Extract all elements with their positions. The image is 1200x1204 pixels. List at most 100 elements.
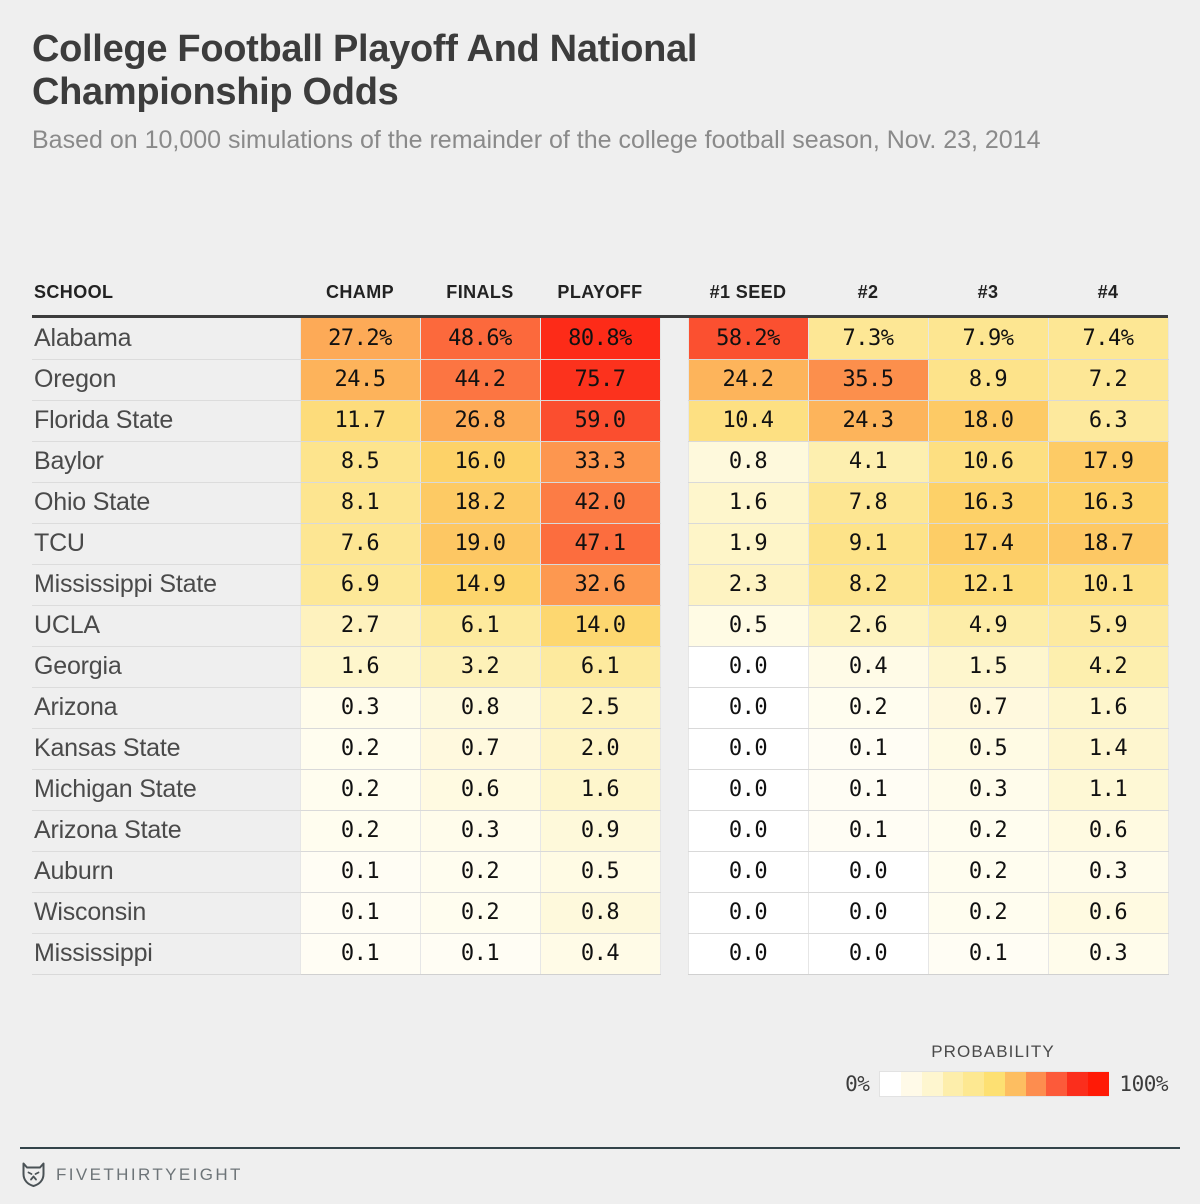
legend-swatch-7 <box>1025 1072 1047 1096</box>
odds-table: SCHOOL CHAMP FINALS PLAYOFF #1 SEED #2 #… <box>32 282 1169 975</box>
table-header: SCHOOL CHAMP FINALS PLAYOFF #1 SEED #2 #… <box>32 282 1168 318</box>
cell-seed3: 4.9 <box>927 605 1049 647</box>
cell-seed1: 0.0 <box>687 646 809 688</box>
column-header-seed4[interactable]: #4 <box>1097 282 1119 302</box>
color-legend: PROBABILITY 0% 100% <box>818 1042 1168 1097</box>
cell-seed3: 7.9% <box>927 318 1049 360</box>
cell-seed3: 0.1 <box>927 933 1049 975</box>
cell-finals: 18.2 <box>419 482 541 524</box>
cell-finals: 0.1 <box>419 933 541 975</box>
table-row[interactable]: Mississippi 0.1 0.1 0.4 0.0 0.0 0.1 0.3 <box>32 933 1169 975</box>
cell-seed1: 1.6 <box>687 482 809 524</box>
cell-champ: 11.7 <box>299 400 421 442</box>
table-row[interactable]: Florida State 11.7 26.8 59.0 10.4 24.3 18.0 6.3 <box>32 400 1169 442</box>
column-header-seed1[interactable]: #1 SEED <box>709 282 787 302</box>
legend-swatch-0 <box>880 1072 902 1096</box>
legend-swatch-3 <box>942 1072 964 1096</box>
cell-finals: 0.3 <box>419 810 541 852</box>
cell-champ: 7.6 <box>299 523 421 565</box>
cell-playoff: 6.1 <box>539 646 661 688</box>
cell-seed1: 0.0 <box>687 810 809 852</box>
school-name-cell: Michigan State <box>32 769 300 811</box>
cell-finals: 26.8 <box>419 400 541 442</box>
cell-finals: 19.0 <box>419 523 541 565</box>
cell-seed1: 0.0 <box>687 851 809 893</box>
cell-champ: 0.1 <box>299 892 421 934</box>
table-row[interactable]: Kansas State 0.2 0.7 2.0 0.0 0.1 0.5 1.4 <box>32 728 1169 770</box>
column-header-seed3[interactable]: #3 <box>977 282 999 302</box>
cell-champ: 8.1 <box>299 482 421 524</box>
table-row[interactable]: Alabama 27.2% 48.6% 80.8% 58.2% 7.3% 7.9% 7.4% <box>32 318 1169 360</box>
cell-seed1: 0.0 <box>687 728 809 770</box>
school-name-cell: Arizona <box>32 687 300 729</box>
school-name-cell: Arizona State <box>32 810 300 852</box>
column-group-spacer-cell <box>660 933 688 974</box>
table-row[interactable]: Georgia 1.6 3.2 6.1 0.0 0.4 1.5 4.2 <box>32 646 1169 688</box>
cell-finals: 14.9 <box>419 564 541 606</box>
table-row[interactable]: Arizona 0.3 0.8 2.5 0.0 0.2 0.7 1.6 <box>32 687 1169 729</box>
column-header-champ[interactable]: CHAMP <box>326 282 394 302</box>
column-group-spacer-cell <box>660 687 688 728</box>
odds-table-wrapper: SCHOOL CHAMP FINALS PLAYOFF #1 SEED #2 #… <box>32 282 1169 975</box>
school-name-cell: Auburn <box>32 851 300 893</box>
table-body: Alabama 27.2% 48.6% 80.8% 58.2% 7.3% 7.9% 7.4% O… <box>32 318 1169 975</box>
cell-playoff: 1.6 <box>539 769 661 811</box>
table-row[interactable]: Oregon 24.5 44.2 75.7 24.2 35.5 8.9 7.2 <box>32 359 1169 401</box>
cell-playoff: 33.3 <box>539 441 661 483</box>
legend-swatch-2 <box>921 1072 943 1096</box>
column-header-finals[interactable]: FINALS <box>446 282 514 302</box>
table-row[interactable]: Michigan State 0.2 0.6 1.6 0.0 0.1 0.3 1.1 <box>32 769 1169 811</box>
table-row[interactable]: Arizona State 0.2 0.3 0.9 0.0 0.1 0.2 0.6 <box>32 810 1169 852</box>
legend-max-label: 100% <box>1119 1072 1168 1096</box>
school-name-cell: Kansas State <box>32 728 300 770</box>
cell-seed1: 58.2% <box>687 318 809 360</box>
legend-swatch-9 <box>1067 1072 1088 1096</box>
cell-seed2: 7.8 <box>807 482 929 524</box>
cell-finals: 0.8 <box>419 687 541 729</box>
column-header-school[interactable]: SCHOOL <box>34 282 114 302</box>
cell-champ: 8.5 <box>299 441 421 483</box>
school-name-cell: Ohio State <box>32 482 300 524</box>
cell-playoff: 2.0 <box>539 728 661 770</box>
cell-seed1: 10.4 <box>687 400 809 442</box>
cell-seed1: 24.2 <box>687 359 809 401</box>
table-row[interactable]: Ohio State 8.1 18.2 42.0 1.6 7.8 16.3 16.3 <box>32 482 1169 524</box>
cell-champ: 0.2 <box>299 728 421 770</box>
fox-head-icon <box>22 1162 45 1187</box>
legend-swatch-4 <box>963 1072 985 1096</box>
cell-finals: 0.7 <box>419 728 541 770</box>
cell-seed1: 0.0 <box>687 769 809 811</box>
footer-divider <box>20 1147 1180 1149</box>
column-group-spacer-cell <box>660 482 688 523</box>
cell-seed3: 0.5 <box>927 728 1049 770</box>
cell-seed2: 0.1 <box>807 728 929 770</box>
school-name-cell: Wisconsin <box>32 892 300 934</box>
legend-swatch-8 <box>1046 1072 1068 1096</box>
cell-seed4: 0.3 <box>1047 933 1169 975</box>
column-header-playoff[interactable]: PLAYOFF <box>557 282 643 302</box>
table-row[interactable]: TCU 7.6 19.0 47.1 1.9 9.1 17.4 18.7 <box>32 523 1169 565</box>
cell-champ: 0.1 <box>299 933 421 975</box>
table-row[interactable]: UCLA 2.7 6.1 14.0 0.5 2.6 4.9 5.9 <box>32 605 1169 647</box>
table-row[interactable]: Auburn 0.1 0.2 0.5 0.0 0.0 0.2 0.3 <box>32 851 1169 893</box>
cell-seed4: 0.6 <box>1047 892 1169 934</box>
cell-finals: 44.2 <box>419 359 541 401</box>
table-row[interactable]: Mississippi State 6.9 14.9 32.6 2.3 8.2 12.1 10… <box>32 564 1169 606</box>
column-group-spacer-cell <box>660 318 688 359</box>
cell-seed2: 35.5 <box>807 359 929 401</box>
cell-seed3: 1.5 <box>927 646 1049 688</box>
cell-seed4: 1.4 <box>1047 728 1169 770</box>
table-row[interactable]: Wisconsin 0.1 0.2 0.8 0.0 0.0 0.2 0.6 <box>32 892 1169 934</box>
cell-finals: 0.2 <box>419 851 541 893</box>
cell-finals: 16.0 <box>419 441 541 483</box>
cell-seed3: 0.2 <box>927 892 1049 934</box>
cell-seed3: 0.3 <box>927 769 1049 811</box>
legend-row: 0% 100% <box>818 1071 1168 1097</box>
column-header-seed2[interactable]: #2 <box>857 282 879 302</box>
table-row[interactable]: Baylor 8.5 16.0 33.3 0.8 4.1 10.6 17.9 <box>32 441 1169 483</box>
cell-champ: 24.5 <box>299 359 421 401</box>
school-name-cell: Baylor <box>32 441 300 483</box>
cell-seed3: 10.6 <box>927 441 1049 483</box>
table-header-row: SCHOOL CHAMP FINALS PLAYOFF #1 SEED #2 #… <box>32 282 1168 315</box>
